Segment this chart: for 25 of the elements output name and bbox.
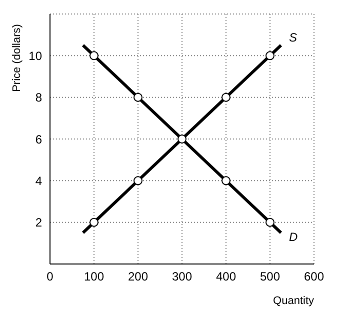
y-tick-label: 4 <box>35 174 42 188</box>
series-label: D <box>289 230 298 244</box>
point <box>222 92 230 102</box>
point <box>90 51 98 60</box>
x-tick-label: 400 <box>216 270 236 284</box>
point <box>134 176 142 186</box>
x-tick-label: 500 <box>260 270 280 284</box>
x-tick-label: 300 <box>172 270 192 284</box>
point <box>266 218 274 227</box>
x-tick-label: 200 <box>128 270 148 284</box>
x-tick-label: 100 <box>84 270 104 284</box>
x-tick-label: 600 <box>304 270 324 284</box>
y-tick-label: 2 <box>35 216 42 230</box>
point <box>134 92 142 102</box>
x-axis-title: Quantity <box>273 295 314 307</box>
y-tick-label: 6 <box>35 132 42 146</box>
x-tick-label: 0 <box>46 270 54 284</box>
point <box>178 134 186 144</box>
y-tick-label: 8 <box>35 90 42 105</box>
series-label: S <box>289 30 298 44</box>
point <box>266 51 274 60</box>
y-tick-label: 10 <box>28 48 42 63</box>
point <box>90 218 98 227</box>
point <box>222 176 230 186</box>
y-axis-title: Price (dollars) <box>10 24 23 92</box>
